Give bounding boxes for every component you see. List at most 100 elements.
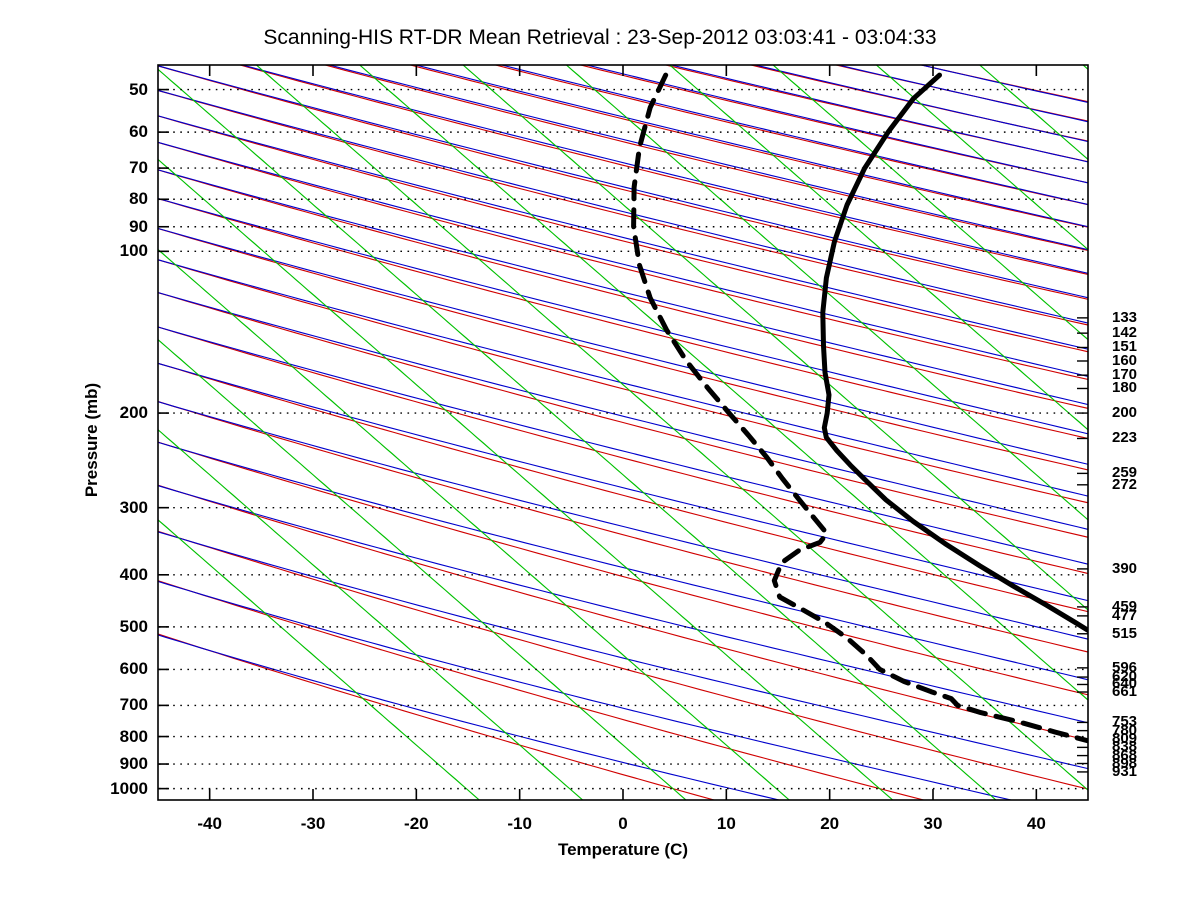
x-tick-label: 20 <box>820 814 840 833</box>
mixing-ratio-line <box>1186 65 1200 800</box>
moist-adiabat-line <box>158 362 1088 602</box>
x-tick-label: -40 <box>197 814 222 833</box>
x-tick-label: 0 <box>618 814 628 833</box>
dry-adiabat-line <box>158 292 1088 538</box>
mixing-ratio-line <box>255 65 1088 791</box>
moist-adiabat-line <box>501 65 1088 206</box>
page-title: Scanning-HIS RT-DR Mean Retrieval : 23-S… <box>263 26 937 49</box>
moist-adiabat-line <box>754 65 1088 143</box>
y-tick-label: 300 <box>119 497 148 517</box>
moist-adiabat-line <box>241 65 1088 274</box>
right-level-label: 390 <box>1112 559 1138 577</box>
moist-adiabat-line <box>158 89 1088 324</box>
right-level-label: 780 <box>1112 721 1138 739</box>
mixing-ratio-line <box>158 519 480 800</box>
y-tick-label: 900 <box>119 754 148 774</box>
x-tick-label: -20 <box>404 814 429 833</box>
y-tick-label: 400 <box>119 564 148 584</box>
mixing-ratio-line <box>158 158 894 800</box>
mixing-ratio-line <box>158 248 790 800</box>
right-level-label: 259 <box>1112 464 1138 482</box>
y-tick-label: 800 <box>119 726 148 746</box>
mixing-ratio-line <box>979 65 1088 161</box>
mixing-ratio-line <box>875 65 1088 251</box>
mixing-ratio-line <box>462 65 1088 611</box>
right-level-label: 838 <box>1112 738 1138 756</box>
mixing-ratio-line <box>158 68 997 800</box>
right-level-label: 661 <box>1112 683 1138 700</box>
right-level-label: 515 <box>1112 624 1138 642</box>
right-level-label: 272 <box>1112 475 1138 493</box>
y-tick-label: 200 <box>119 403 148 423</box>
right-level-label: 200 <box>1112 404 1138 422</box>
dry-adiabat-line <box>158 115 1088 353</box>
dry-adiabat-line <box>158 400 1088 653</box>
right-level-label: 596 <box>1112 658 1138 676</box>
axis-tick-marks <box>158 65 1088 800</box>
dry-adiabat-line <box>158 198 1088 440</box>
moist-adiabat-line <box>158 65 1088 299</box>
right-level-label: 898 <box>1112 754 1138 772</box>
moist-adiabat-line <box>158 580 1012 800</box>
x-tick-label: 40 <box>1026 814 1046 833</box>
right-level-label: 170 <box>1112 366 1138 384</box>
right-level-label: 180 <box>1112 379 1138 397</box>
moist-adiabat-line <box>415 65 1088 228</box>
y-tick-label: 500 <box>119 616 148 636</box>
right-level-label: 809 <box>1112 730 1138 748</box>
right-level-label: 133 <box>1112 308 1138 326</box>
dry-adiabat-line <box>158 441 1088 696</box>
profile-dewpoint <box>631 72 1088 744</box>
moist-adiabat-line <box>158 484 1088 724</box>
right-level-label: 620 <box>1112 668 1138 686</box>
dry-adiabat-line <box>158 259 1088 504</box>
mixing-ratio-line <box>158 428 584 800</box>
y-tick-label: 80 <box>129 189 148 209</box>
dry-adiabat-line <box>158 326 1088 575</box>
moist-adiabat-line <box>158 115 1088 350</box>
moist-adiabat-line <box>158 326 1088 565</box>
mixing-ratio-line <box>158 338 687 800</box>
dry-adiabat-line <box>409 65 1088 228</box>
moist-adiabat-line <box>920 65 1088 103</box>
dry-adiabat-line <box>158 65 1088 300</box>
right-level-label: 931 <box>1112 762 1138 780</box>
right-level-label: 640 <box>1112 675 1138 693</box>
right-level-label: 477 <box>1112 606 1138 624</box>
dry-adiabat-line <box>158 141 1088 381</box>
moist-adiabat-line <box>158 197 1088 435</box>
dry-adiabat-line <box>158 580 925 800</box>
dry-adiabat-line <box>494 65 1088 206</box>
mixing-ratio-line <box>669 65 1088 431</box>
dry-adiabat-line <box>239 65 1088 275</box>
right-level-label: 868 <box>1112 746 1138 764</box>
moist-adiabat-line <box>837 65 1088 123</box>
moist-adiabat-line <box>158 441 1088 681</box>
profile-temperature <box>820 72 1088 634</box>
y-tick-label: 600 <box>119 659 148 679</box>
y-tick-label: 90 <box>129 216 148 236</box>
y-tick-label: 1000 <box>110 778 148 798</box>
moist-adiabat-line <box>158 141 1088 377</box>
moist-adiabat-line <box>158 634 780 800</box>
moist-adiabat-line <box>158 169 1088 406</box>
x-axis-label: Temperature (C) <box>557 840 689 859</box>
right-level-label: 459 <box>1112 597 1138 615</box>
y-tick-label: 60 <box>129 122 148 142</box>
y-tick-label: 100 <box>119 241 148 261</box>
dry-adiabat-line <box>920 65 1088 103</box>
moist-adiabat-line <box>158 401 1088 640</box>
moist-adiabat-line <box>158 291 1088 530</box>
mixing-ratio-line <box>772 65 1088 341</box>
dry-adiabat-line <box>158 227 1088 471</box>
x-tick-label: -30 <box>300 814 326 833</box>
dry-adiabat-line <box>158 633 715 800</box>
dry-adiabat-line <box>324 65 1088 252</box>
mixing-ratio-line <box>565 65 1088 521</box>
x-tick-label: -10 <box>507 814 532 833</box>
moist-adiabat-line <box>158 227 1088 465</box>
sounding-profiles <box>631 72 1088 744</box>
background-thermodynamic-lines <box>158 65 1200 800</box>
moist-adiabat-line <box>158 531 1088 770</box>
